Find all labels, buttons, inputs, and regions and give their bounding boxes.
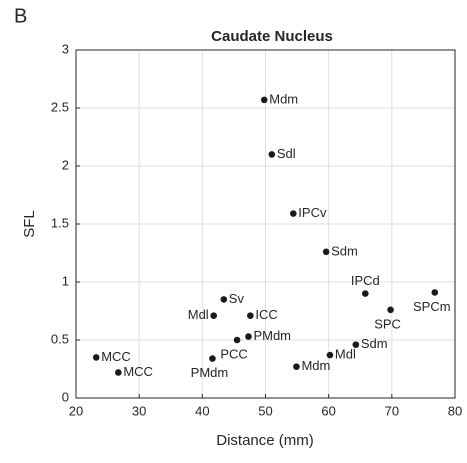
point-label: Mdl — [335, 347, 356, 362]
point — [115, 369, 122, 376]
point — [322, 248, 330, 256]
y-tick-label: 0 — [62, 389, 69, 404]
x-tick-label: 70 — [385, 403, 399, 418]
point — [233, 336, 241, 344]
x-tick-label: 20 — [69, 403, 83, 418]
y-tick-label: 1.5 — [51, 215, 69, 230]
point — [247, 312, 254, 319]
point — [326, 351, 334, 359]
point-label: SPC — [374, 316, 401, 331]
point-label: IPCv — [298, 205, 327, 220]
y-tick-label: 2.5 — [51, 99, 69, 114]
point-label: PMdm — [191, 365, 229, 380]
point — [210, 312, 218, 319]
y-tick-label: 2 — [62, 157, 69, 172]
point — [352, 341, 360, 348]
x-tick-label: 80 — [448, 403, 462, 418]
point — [268, 151, 276, 158]
point-label: Sv — [229, 291, 245, 306]
point-label: Mdm — [301, 358, 330, 373]
point-label: SPCm — [413, 299, 451, 314]
point-label: IPCd — [351, 273, 380, 288]
x-axis-label: Distance (mm) — [216, 432, 314, 449]
point — [362, 290, 369, 297]
point-label: ICC — [255, 307, 277, 322]
y-tick-label: 0.5 — [51, 331, 69, 346]
plot-frame — [75, 49, 456, 399]
y-tick-label: 1 — [62, 273, 69, 288]
x-tick-label: 40 — [195, 403, 209, 418]
point — [293, 363, 300, 370]
point-label: Sdl — [277, 146, 296, 161]
point-label: MCC — [101, 349, 131, 364]
chart-title: Caudate Nucleus — [211, 28, 333, 45]
point-label: Sdm — [331, 243, 358, 258]
y-tick-label: 3 — [62, 41, 69, 56]
point — [245, 333, 252, 340]
y-axis-label: SFL — [21, 210, 38, 238]
point-label: MCC — [123, 364, 153, 379]
point — [431, 289, 439, 296]
point — [289, 210, 297, 217]
point-label: Mdm — [269, 91, 298, 106]
x-tick-label: 50 — [258, 403, 272, 418]
panel-label: B — [14, 5, 27, 27]
point-label: Sdm — [361, 336, 388, 351]
point — [387, 306, 394, 314]
point-label: PCC — [220, 346, 247, 361]
x-tick-label: 60 — [321, 403, 335, 418]
x-tick-label: 30 — [132, 403, 146, 418]
point — [260, 96, 268, 104]
point — [92, 354, 100, 361]
point-label: Mdl — [188, 307, 209, 322]
point — [220, 296, 228, 303]
point-label: PMdm — [253, 328, 291, 343]
point — [209, 355, 216, 362]
